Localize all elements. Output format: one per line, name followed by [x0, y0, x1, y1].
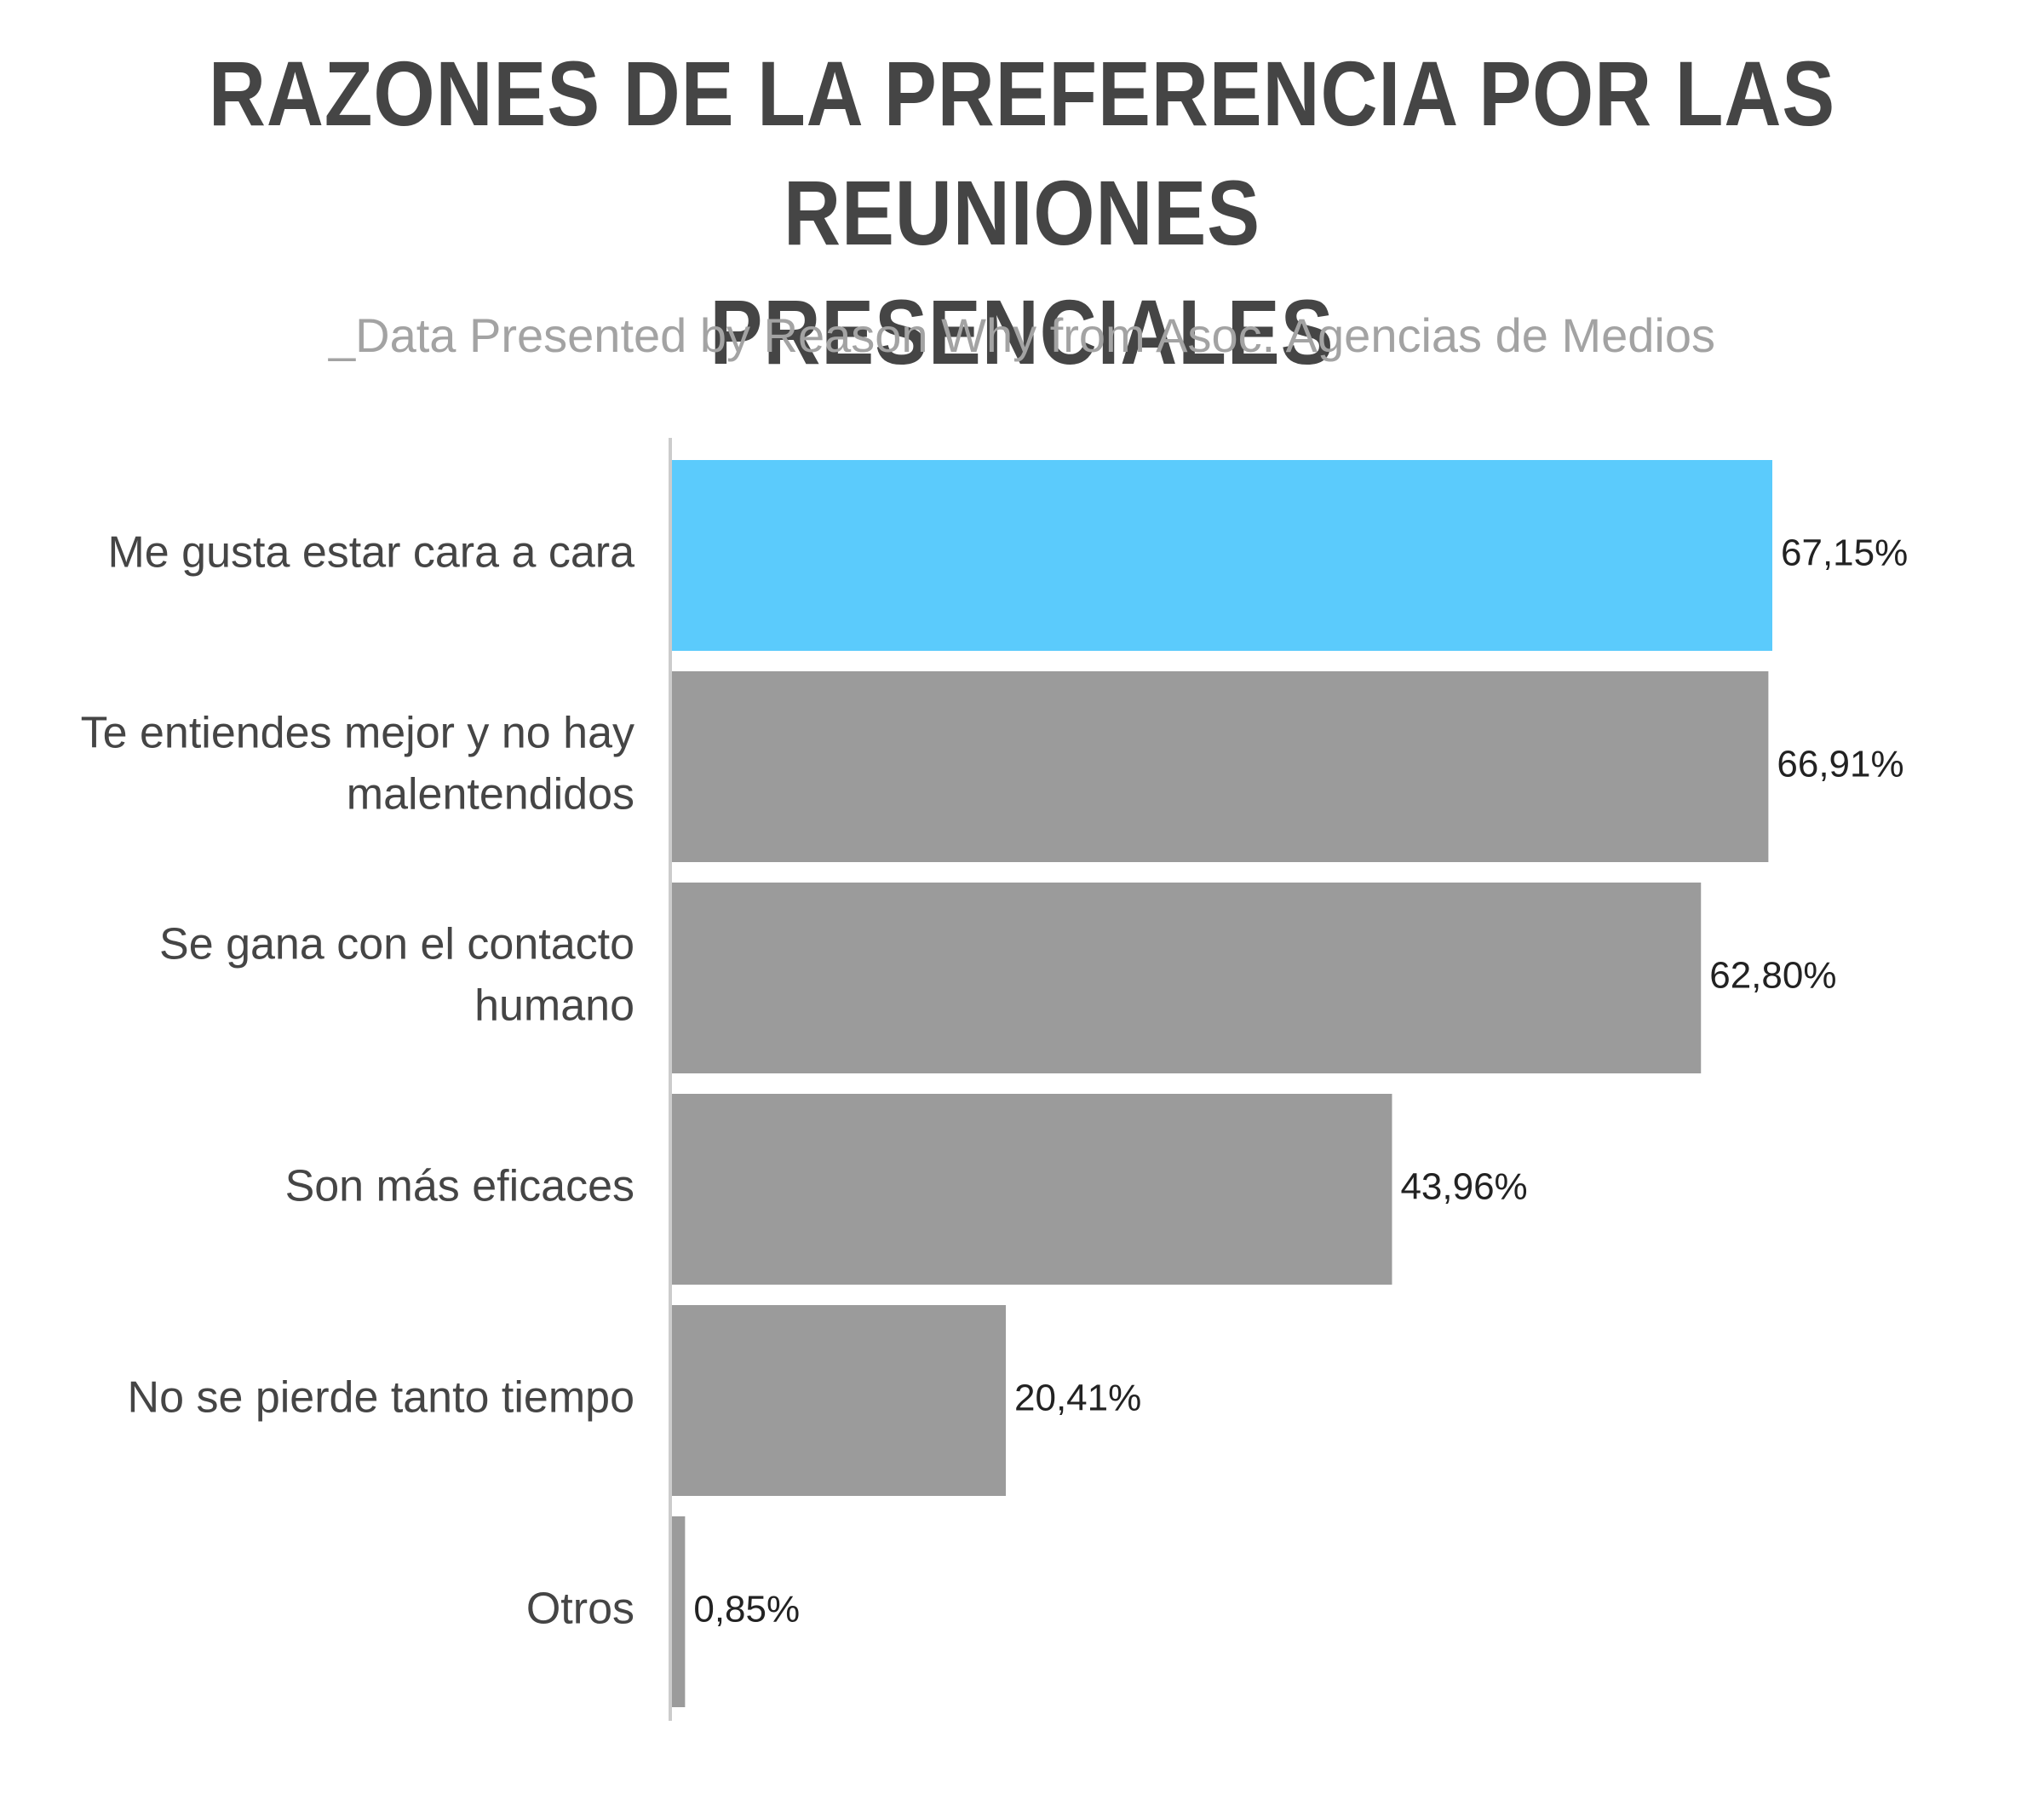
bar-5: [671, 1516, 686, 1707]
value-label-5: 0,85%: [693, 1589, 800, 1631]
value-label-2: 62,80%: [1709, 955, 1836, 997]
value-label-0: 67,15%: [1781, 532, 1908, 574]
bar-0: [671, 460, 1772, 651]
category-label-2-line-1: humano: [474, 981, 634, 1031]
category-label-2-line-0: Se gana con el contacto: [159, 920, 634, 969]
chart-subtitle: _Data Presented by Reason Why from Asoc.…: [329, 308, 1715, 362]
bar-3: [671, 1094, 1392, 1285]
bar-1: [671, 671, 1769, 862]
value-label-1: 66,91%: [1777, 744, 1903, 785]
chart-title-line-2: PRESENCIALES: [709, 280, 1335, 383]
category-label-1-line-1: malentendidos: [347, 770, 634, 820]
chart-title-line-1: RAZONES DE LA PREFERENCIA POR LAS REUNIO…: [208, 42, 1836, 264]
value-label-3: 43,96%: [1400, 1166, 1527, 1208]
category-label-3: Son más eficaces: [285, 1162, 634, 1211]
bar-4: [671, 1305, 1007, 1496]
category-label-5: Otros: [526, 1585, 634, 1634]
category-label-0: Me gusta estar cara a cara: [107, 528, 634, 578]
category-label-1-line-0: Te entiendes mejor y no hay: [81, 709, 634, 758]
bar-2: [671, 883, 1702, 1073]
chart-title: RAZONES DE LA PREFERENCIA POR LAS REUNIO…: [143, 34, 1901, 392]
category-label-4: No se pierde tanto tiempo: [128, 1373, 634, 1423]
value-label-4: 20,41%: [1014, 1378, 1141, 1419]
